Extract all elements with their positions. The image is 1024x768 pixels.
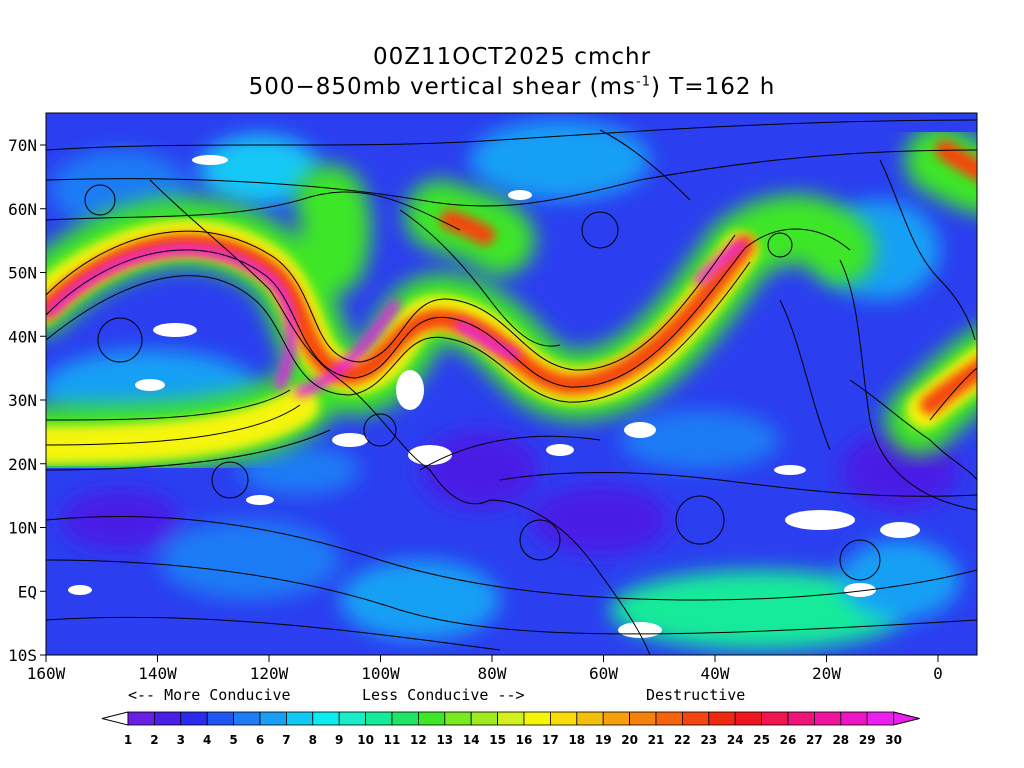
colorbar-label: 16	[516, 733, 533, 747]
colorbar-label: 21	[648, 733, 665, 747]
lat-tick-label: EQ	[18, 582, 37, 601]
colorbar-swatch	[365, 711, 393, 726]
lat-tick-label: 70N	[8, 136, 37, 155]
colorbar-label: 24	[727, 733, 744, 747]
shear-field	[46, 113, 977, 655]
hint-less-conducive: Less Conducive -->	[362, 686, 525, 704]
colorbar-label: 11	[384, 733, 401, 747]
colorbar-label: 19	[595, 733, 612, 747]
colorbar-swatch	[444, 711, 472, 726]
lon-tick-label: 0	[933, 664, 943, 683]
colorbar-swatch	[840, 711, 868, 726]
streamlines	[46, 119, 977, 651]
colorbar-arrow-low	[101, 711, 129, 726]
chart-title: 00Z11OCT2025 cmchr	[372, 44, 652, 70]
lon-tick-label: 120W	[250, 664, 289, 683]
colorbar-swatch	[550, 711, 578, 726]
colorbar-swatch	[417, 711, 446, 726]
hint-destructive: Destructive	[646, 686, 746, 704]
lon-tick-label: 40W	[701, 664, 730, 683]
colorbar-label: 5	[229, 733, 237, 747]
colorbar-swatch	[629, 711, 657, 726]
lat-tick-label: 10N	[8, 519, 37, 538]
colorbar-label: 29	[859, 733, 876, 747]
colorbar-label: 27	[806, 733, 823, 747]
colorbar-swatch	[708, 711, 736, 726]
lat-tick-label: 50N	[8, 264, 37, 283]
colorbar-swatch	[497, 711, 525, 726]
colorbar-swatch	[206, 711, 234, 726]
colorbar-arrow-high	[893, 711, 920, 726]
colorbar-label: 2	[150, 733, 158, 747]
colorbar-swatch	[180, 711, 208, 726]
lat-tick-label: 20N	[8, 455, 37, 474]
colorbar-swatch	[259, 711, 287, 726]
colorbar-label: 30	[885, 733, 902, 747]
colorbar-label: 7	[282, 733, 290, 747]
colorbar-label: 18	[568, 733, 585, 747]
colorbar-swatch	[761, 711, 789, 726]
lon-tick-label: 160W	[27, 664, 66, 683]
colorbar-swatch	[576, 711, 604, 726]
coastlines	[149, 129, 977, 655]
lon-tick-label: 20W	[812, 664, 841, 683]
colorbar-label: 4	[203, 733, 211, 747]
colorbar: 1 2 3 4 5 6 7 8 9 10 11 12 13 14 15 16 17 18 19 20 21 22 23 24 2…	[101, 711, 920, 747]
colorbar-label: 1	[124, 733, 132, 747]
lat-tick-label: 10S	[8, 646, 37, 665]
colorbar-swatch	[734, 711, 763, 726]
lon-tick-label: 80W	[478, 664, 507, 683]
lat-tick-label: 60N	[8, 200, 37, 219]
colorbar-label: 26	[780, 733, 797, 747]
colorbar-swatch	[233, 711, 261, 726]
colorbar-label: 9	[335, 733, 343, 747]
colorbar-swatch	[338, 711, 367, 726]
colorbar-label: 10	[357, 733, 374, 747]
colorbar-label: 23	[700, 733, 717, 747]
colorbar-label: 3	[177, 733, 185, 747]
colorbar-label: 25	[753, 733, 770, 747]
colorbar-swatch	[655, 711, 683, 726]
subtitle-unit-exponent: -1	[636, 74, 651, 90]
colorbar-swatch	[391, 711, 419, 726]
hint-more-conducive: <-- More Conducive	[128, 686, 291, 704]
colorbar-swatch	[602, 711, 631, 726]
colorbar-label: 15	[489, 733, 506, 747]
lat-tick-label: 40N	[8, 327, 37, 346]
colorbar-swatch	[523, 711, 551, 726]
colorbar-swatch	[153, 711, 182, 726]
colorbar-label: 8	[309, 733, 317, 747]
lon-tick-label: 60W	[589, 664, 618, 683]
colorbar-swatch	[814, 711, 842, 726]
colorbar-label: 6	[256, 733, 264, 747]
colorbar-swatch	[866, 711, 895, 726]
colorbar-swatch	[682, 711, 710, 726]
colorbar-label: 20	[621, 733, 638, 747]
colorbar-swatch	[470, 711, 499, 726]
colorbar-swatch	[285, 711, 314, 726]
chart-subtitle: 500−850mb vertical shear (ms-1) T=162 h	[0, 74, 1024, 100]
colorbar-swatch	[312, 711, 340, 726]
colorbar-label: 28	[832, 733, 849, 747]
lon-tick-label: 100W	[361, 664, 400, 683]
lon-tick-label: 140W	[138, 664, 177, 683]
longitude-axis: 160W 140W 120W 100W 80W 60W 40W 20W 0	[27, 655, 943, 683]
colorbar-swatch	[127, 711, 155, 726]
colorbar-label: 22	[674, 733, 691, 747]
latitude-axis: 70N 60N 50N 40N 30N 20N 10N EQ 10S	[8, 136, 46, 665]
lat-tick-label: 30N	[8, 391, 37, 410]
colorbar-label: 17	[542, 733, 559, 747]
colorbar-label: 14	[463, 733, 480, 747]
colorbar-label: 13	[436, 733, 453, 747]
subtitle-prefix: 500−850mb vertical shear (ms	[248, 74, 636, 100]
plot-frame	[45, 112, 978, 656]
colorbar-swatch	[787, 711, 815, 726]
subtitle-suffix: ) T=162 h	[650, 74, 776, 100]
colorbar-label: 12	[410, 733, 427, 747]
